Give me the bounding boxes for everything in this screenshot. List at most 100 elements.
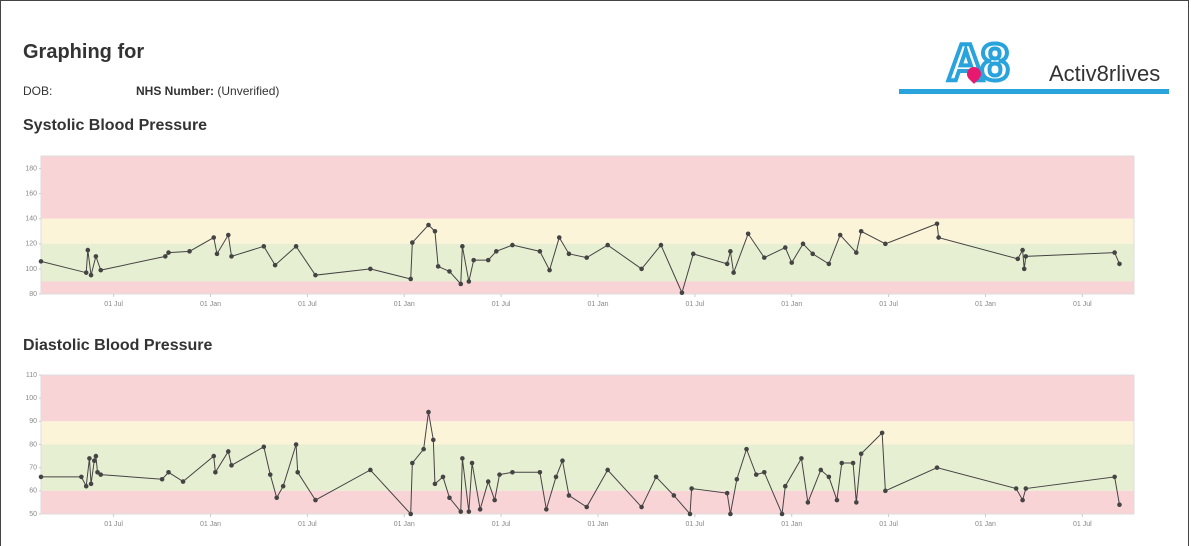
data-point (426, 222, 431, 228)
x-tick-label: 01 Jan (200, 301, 222, 308)
data-point (211, 453, 217, 459)
y-tick-label: 160 (25, 190, 37, 197)
data-point (560, 458, 565, 464)
x-tick-label: 01 Jan (393, 521, 415, 528)
range-band (41, 281, 1134, 294)
data-point (883, 241, 888, 247)
data-point (761, 255, 767, 260)
data-point (410, 240, 415, 245)
data-point (1023, 254, 1029, 259)
data-point (639, 504, 644, 510)
data-point (936, 235, 941, 240)
data-point (724, 490, 730, 496)
data-point (471, 257, 476, 263)
data-point (293, 244, 299, 249)
data-point (421, 446, 426, 452)
data-point (556, 235, 562, 240)
x-tick-label: 01 Jul (1072, 301, 1092, 308)
data-point (280, 483, 286, 489)
data-point (85, 247, 91, 253)
y-tick-label: 100 (25, 395, 37, 402)
x-tick-label: 01 Jul (104, 301, 123, 308)
x-tick-label: 01 Jan (393, 301, 415, 308)
data-point (211, 235, 217, 240)
data-point (432, 228, 438, 234)
data-point (485, 479, 491, 484)
data-point (510, 470, 515, 475)
data-point (261, 244, 267, 249)
data-point (1112, 250, 1117, 255)
data-point (435, 264, 441, 269)
data-point (782, 483, 788, 489)
data-point (839, 460, 845, 466)
data-point (213, 470, 218, 475)
data-point (98, 472, 104, 477)
range-band (41, 375, 1134, 422)
data-point (95, 470, 100, 475)
data-point (1117, 502, 1122, 508)
data-point (799, 456, 804, 461)
data-point (229, 463, 234, 468)
y-tick-label: 60 (29, 488, 37, 495)
data-point (87, 456, 92, 461)
y-tick-label: 80 (29, 291, 37, 298)
x-tick-label: 01 Jul (298, 521, 317, 528)
data-point (492, 497, 497, 503)
data-point (826, 261, 832, 267)
data-point (810, 251, 816, 257)
data-point (458, 281, 464, 287)
data-point (858, 228, 864, 234)
logo-mark: A8 (945, 32, 1012, 94)
data-point (805, 500, 811, 505)
data-point (653, 474, 659, 480)
range-band (41, 421, 1134, 445)
data-point (734, 476, 740, 482)
x-tick-label: 01 Jul (491, 301, 511, 308)
data-point (826, 474, 832, 480)
range-band (41, 490, 1134, 514)
data-point (566, 251, 572, 257)
range-band (41, 243, 1134, 282)
data-point (1015, 256, 1021, 262)
data-point (274, 495, 280, 501)
nhs-label: NHS Number: (136, 84, 215, 98)
x-tick-label: 01 Jul (685, 521, 705, 528)
data-point (731, 270, 736, 275)
data-point (166, 250, 171, 255)
y-tick-label: 70 (29, 465, 37, 472)
plot-frame (40, 155, 1135, 295)
data-point (293, 442, 299, 447)
data-point (728, 511, 733, 517)
data-point (639, 266, 644, 272)
x-tick-label: 01 Jul (685, 301, 705, 308)
y-tick-label: 140 (25, 216, 37, 223)
data-point (447, 269, 452, 274)
nhs-value: (Unverified) (217, 84, 280, 98)
data-point (1117, 261, 1122, 267)
y-tick-label: 50 (29, 511, 37, 518)
series-line (41, 411, 1120, 516)
range-band (41, 156, 1134, 219)
data-point (408, 511, 414, 517)
x-tick-label: 01 Jan (200, 521, 222, 528)
y-tick-label: 80 (29, 441, 37, 448)
data-point (834, 497, 840, 503)
data-point (432, 481, 438, 487)
data-point (79, 474, 84, 480)
y-tick-label: 100 (25, 266, 37, 273)
data-point (934, 221, 940, 227)
data-point (858, 451, 864, 457)
x-tick-label: 01 Jan (587, 301, 609, 308)
data-point (408, 276, 414, 282)
data-point (753, 472, 759, 477)
data-point (38, 474, 44, 480)
data-point (800, 241, 806, 247)
data-point (214, 251, 220, 257)
data-point (1020, 497, 1025, 503)
y-tick-label: 90 (29, 418, 37, 425)
data-point (671, 493, 677, 498)
x-tick-label: 01 Jan (587, 521, 609, 528)
data-point (1112, 474, 1117, 480)
